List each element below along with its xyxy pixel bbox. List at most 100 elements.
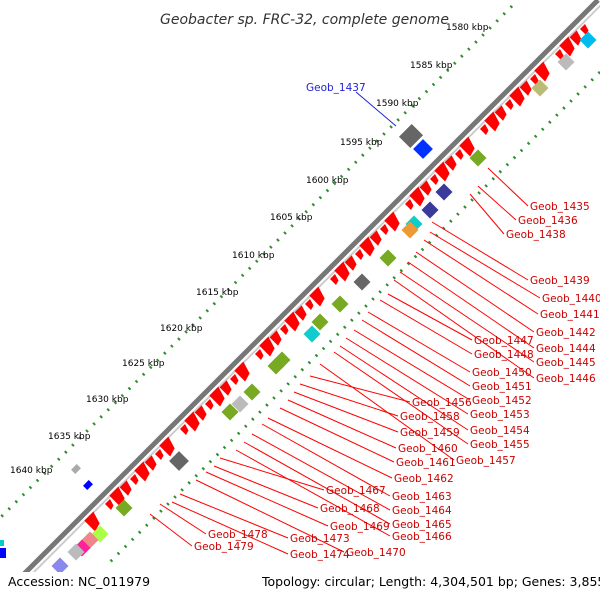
gene-label[interactable]: Geob_1446 — [536, 373, 596, 385]
gene-label[interactable]: Geob_1444 — [536, 343, 596, 355]
feature-grey-block — [398, 123, 424, 149]
gene-lead-line — [353, 329, 471, 401]
gene-label[interactable]: Geob_1453 — [470, 409, 530, 421]
gene-label[interactable]: Geob_1467 — [326, 485, 386, 497]
cds-arrow — [359, 236, 375, 257]
gene-label[interactable]: Geob_1452 — [472, 395, 532, 407]
gene-label[interactable]: Geob_1448 — [474, 349, 534, 361]
gene-label[interactable]: Geob_1461 — [396, 457, 456, 469]
cds-arrow — [569, 30, 582, 46]
cds-arrow — [430, 174, 439, 185]
gene-block — [421, 201, 439, 219]
gene-lead-line — [219, 457, 325, 491]
gene-label[interactable]: Geob_1457 — [456, 455, 516, 467]
gene-label[interactable]: Geob_1438 — [506, 229, 566, 241]
gene-label[interactable]: Geob_1445 — [536, 357, 596, 369]
gene-lead-line — [361, 319, 471, 387]
gene-label[interactable]: Geob_1460 — [398, 443, 458, 455]
cds-arrow — [419, 180, 432, 196]
gene-labels: Geob_1437 Geob_1435 Geob_1436 Geob_1438 Geo… — [194, 82, 600, 561]
gene-label[interactable]: Geob_1436 — [518, 215, 578, 227]
cds-arrow — [259, 336, 275, 357]
gene-lead-line — [393, 279, 535, 379]
gene-lead-line — [429, 231, 541, 299]
gene-label[interactable]: Geob_1470 — [346, 547, 406, 559]
gene-block — [67, 543, 85, 561]
gene-label[interactable]: Geob_1456 — [412, 397, 472, 409]
gene-lead-line — [159, 503, 207, 535]
cds-arrow — [119, 480, 132, 496]
gene-block — [579, 31, 597, 49]
gene-lead-line — [379, 299, 473, 355]
gene-lead-line — [399, 271, 535, 363]
highlight-lead-line — [355, 91, 397, 127]
kbp-label: 1590 kbp — [376, 99, 419, 109]
gene-label[interactable]: Geob_1447 — [474, 335, 534, 347]
cds-arrow — [144, 455, 157, 471]
gene-label[interactable]: Geob_1459 — [400, 427, 460, 439]
gene-block — [331, 295, 349, 313]
gene-label[interactable]: Geob_1442 — [536, 327, 596, 339]
map-title: Geobacter sp. FRC-32, complete genome — [160, 12, 449, 28]
gene-label[interactable]: Geob_1441 — [540, 309, 600, 321]
label-lead-lines — [149, 167, 541, 555]
gene-label[interactable]: Geob_1479 — [194, 541, 254, 553]
gene-block — [379, 249, 397, 267]
gene-label[interactable]: Geob_1465 — [392, 519, 452, 531]
gene-lead-line — [415, 251, 535, 333]
gene-label[interactable]: Geob_1455 — [470, 439, 530, 451]
kbp-label: 1615 kbp — [196, 288, 239, 298]
gene-label[interactable]: Geob_1473 — [290, 533, 350, 545]
gene-label[interactable]: Geob_1435 — [530, 201, 590, 213]
gene-label[interactable]: Geob_1478 — [208, 529, 268, 541]
gene-block — [557, 53, 575, 71]
gene-label[interactable]: Geob_1462 — [394, 473, 454, 485]
cds-arrow — [159, 436, 175, 457]
gene-label[interactable]: Geob_1463 — [392, 491, 452, 503]
cds-arrow — [534, 61, 550, 82]
cds-arrow — [205, 399, 214, 410]
kbp-label: 1640 kbp — [10, 466, 53, 476]
gene-label[interactable]: Geob_1474 — [290, 549, 350, 561]
gene-label[interactable]: Geob_1439 — [530, 275, 590, 287]
gene-lead-line — [469, 193, 505, 235]
gene-lead-line — [339, 345, 469, 431]
feature-blue-block — [413, 139, 433, 159]
kbp-label: 1625 kbp — [122, 359, 165, 369]
gene-label[interactable]: Geob_1468 — [320, 503, 380, 515]
cds-arrow — [444, 155, 457, 171]
gene-label-highlight[interactable]: Geob_1437 — [306, 82, 366, 94]
gene-lead-line — [407, 261, 535, 349]
gene-lead-line — [367, 311, 471, 373]
gene-label[interactable]: Geob_1469 — [330, 521, 390, 533]
gene-block — [353, 273, 371, 291]
kbp-label: 1635 kbp — [48, 432, 91, 442]
outer-features — [0, 123, 433, 558]
gene-lead-line — [261, 423, 391, 497]
kbp-label: 1580 kbp — [446, 23, 489, 33]
footer-band — [0, 572, 600, 600]
gene-label[interactable]: Geob_1464 — [392, 505, 452, 517]
cds-arrow — [130, 474, 139, 485]
cds-arrow — [480, 124, 489, 135]
gene-label[interactable]: Geob_1458 — [400, 411, 460, 423]
gene-label[interactable]: Geob_1454 — [470, 425, 530, 437]
cds-arrow — [234, 361, 250, 382]
kbp-label: 1630 kbp — [86, 395, 129, 405]
gene-label[interactable]: Geob_1450 — [472, 367, 532, 379]
gene-lead-line — [213, 465, 319, 509]
kbp-label: 1585 kbp — [410, 61, 453, 71]
gene-lead-line — [477, 185, 517, 221]
gene-label[interactable]: Geob_1466 — [392, 531, 452, 543]
cds-arrow — [455, 149, 464, 160]
gene-label[interactable]: Geob_1451 — [472, 381, 532, 393]
cds-arrow — [184, 411, 200, 432]
cds-arrow — [194, 405, 207, 421]
cds-arrow — [305, 299, 314, 310]
cds-arrow — [405, 199, 414, 210]
cds-arrow — [230, 374, 239, 385]
gene-block — [469, 149, 487, 167]
gene-label[interactable]: Geob_1440 — [542, 293, 600, 305]
cds-arrow — [559, 36, 575, 57]
